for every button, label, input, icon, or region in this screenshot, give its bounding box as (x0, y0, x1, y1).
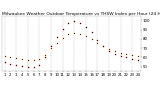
Point (3, 55, 6, 56)
Point (15, 64, 17, 66)
Point (102, 46, 104, 47)
Point (84, 26, 87, 27)
Point (119, 56, 122, 57)
Point (32, 66, 35, 67)
Point (131, 54, 133, 55)
Point (131, 54, 133, 55)
Point (38, 59, 41, 60)
Point (108, 50, 110, 52)
Point (44, 57, 46, 58)
Point (137, 55, 139, 56)
Point (38, 64, 41, 66)
Point (9, 63, 12, 65)
Point (84, 35, 87, 37)
Point (113, 53, 116, 54)
Point (84, 26, 87, 27)
Point (55, 42, 58, 43)
Point (26, 60, 29, 61)
Text: Milwaukee Weather Outdoor Temperature vs THSW Index per Hour (24 Hours): Milwaukee Weather Outdoor Temperature vs… (2, 12, 160, 16)
Point (73, 33, 75, 34)
Point (3, 61, 6, 63)
Point (73, 21, 75, 22)
Point (61, 37, 64, 39)
Point (44, 57, 46, 58)
Point (15, 64, 17, 66)
Point (137, 60, 139, 61)
Point (9, 57, 12, 58)
Point (61, 28, 64, 29)
Point (137, 60, 139, 61)
Point (96, 39, 99, 40)
Point (26, 60, 29, 61)
Point (50, 47, 52, 49)
Point (50, 46, 52, 47)
Point (119, 56, 122, 57)
Point (79, 33, 81, 35)
Point (55, 36, 58, 38)
Point (55, 36, 58, 38)
Point (32, 60, 35, 61)
Point (131, 59, 133, 60)
Point (96, 42, 99, 43)
Point (96, 42, 99, 43)
Point (21, 65, 23, 66)
Point (113, 50, 116, 52)
Point (90, 32, 93, 33)
Point (50, 46, 52, 47)
Point (125, 57, 128, 58)
Point (113, 53, 116, 54)
Point (125, 57, 128, 58)
Point (102, 46, 104, 47)
Point (108, 50, 110, 52)
Point (90, 38, 93, 40)
Point (79, 22, 81, 24)
Point (137, 55, 139, 56)
Point (21, 59, 23, 60)
Point (67, 33, 70, 35)
Point (26, 66, 29, 67)
Point (96, 39, 99, 40)
Point (61, 28, 64, 29)
Point (102, 46, 104, 47)
Point (125, 53, 128, 54)
Point (131, 59, 133, 60)
Point (9, 63, 12, 65)
Point (79, 22, 81, 24)
Point (108, 48, 110, 50)
Point (67, 22, 70, 24)
Point (50, 47, 52, 49)
Point (26, 66, 29, 67)
Point (55, 42, 58, 43)
Point (9, 57, 12, 58)
Point (125, 53, 128, 54)
Point (73, 33, 75, 34)
Point (102, 46, 104, 47)
Point (67, 33, 70, 35)
Point (67, 22, 70, 24)
Point (73, 21, 75, 22)
Point (15, 58, 17, 59)
Point (119, 52, 122, 54)
Point (3, 61, 6, 63)
Point (90, 38, 93, 40)
Point (108, 48, 110, 50)
Point (44, 54, 46, 55)
Point (32, 60, 35, 61)
Point (32, 66, 35, 67)
Point (119, 52, 122, 54)
Point (79, 33, 81, 35)
Point (3, 55, 6, 56)
Point (90, 32, 93, 33)
Point (38, 59, 41, 60)
Point (113, 50, 116, 52)
Point (84, 35, 87, 37)
Point (21, 65, 23, 66)
Point (61, 37, 64, 39)
Point (44, 54, 46, 55)
Point (15, 58, 17, 59)
Point (38, 64, 41, 66)
Point (21, 59, 23, 60)
